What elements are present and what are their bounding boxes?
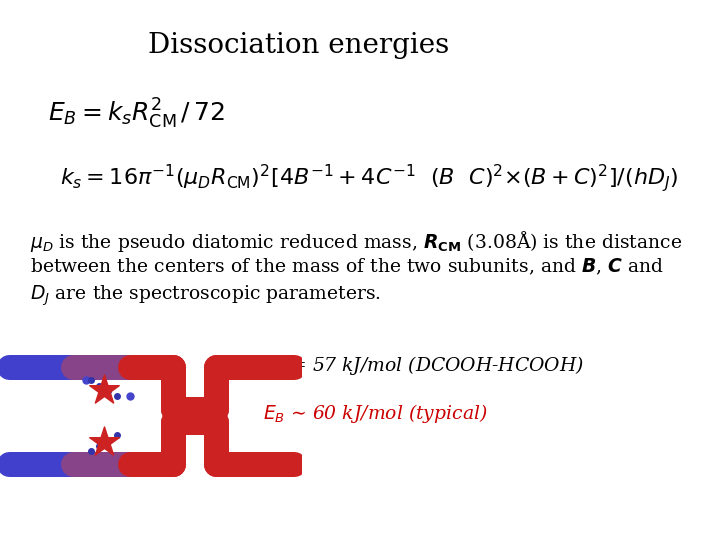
Text: $E_B = k_s R_{\rm CM}^{2}\,/\,72$: $E_B = k_s R_{\rm CM}^{2}\,/\,72$ [48, 97, 225, 131]
Text: $E_B$ = 57 kJ/mol (DCOOH-HCOOH): $E_B$ = 57 kJ/mol (DCOOH-HCOOH) [263, 354, 584, 377]
Text: $k_s = 16\pi^{-1}(\mu_D R_{\rm CM})^2[4B^{-1} + 4C^{-1}\ \ (B\ \ C)^2{\times}(B+: $k_s = 16\pi^{-1}(\mu_D R_{\rm CM})^2[4B… [60, 162, 678, 194]
Text: between the centers of the mass of the two subunits, and $\boldsymbol{B}$, $\bol: between the centers of the mass of the t… [30, 256, 664, 277]
Point [98, 437, 109, 446]
Point [98, 386, 109, 394]
Text: $\mu_D$ is the pseudo diatomic reduced mass, $\boldsymbol{R}_{\mathbf{CM}}$ (3.0: $\mu_D$ is the pseudo diatomic reduced m… [30, 230, 682, 254]
Text: $\boldsymbol{D_J}$ are the spectroscopic parameters.: $\boldsymbol{D_J}$ are the spectroscopic… [30, 284, 381, 308]
Text: $E_B$ ∼ 60 kJ/mol (typical): $E_B$ ∼ 60 kJ/mol (typical) [263, 402, 487, 426]
Text: Dissociation energies: Dissociation energies [148, 32, 449, 59]
